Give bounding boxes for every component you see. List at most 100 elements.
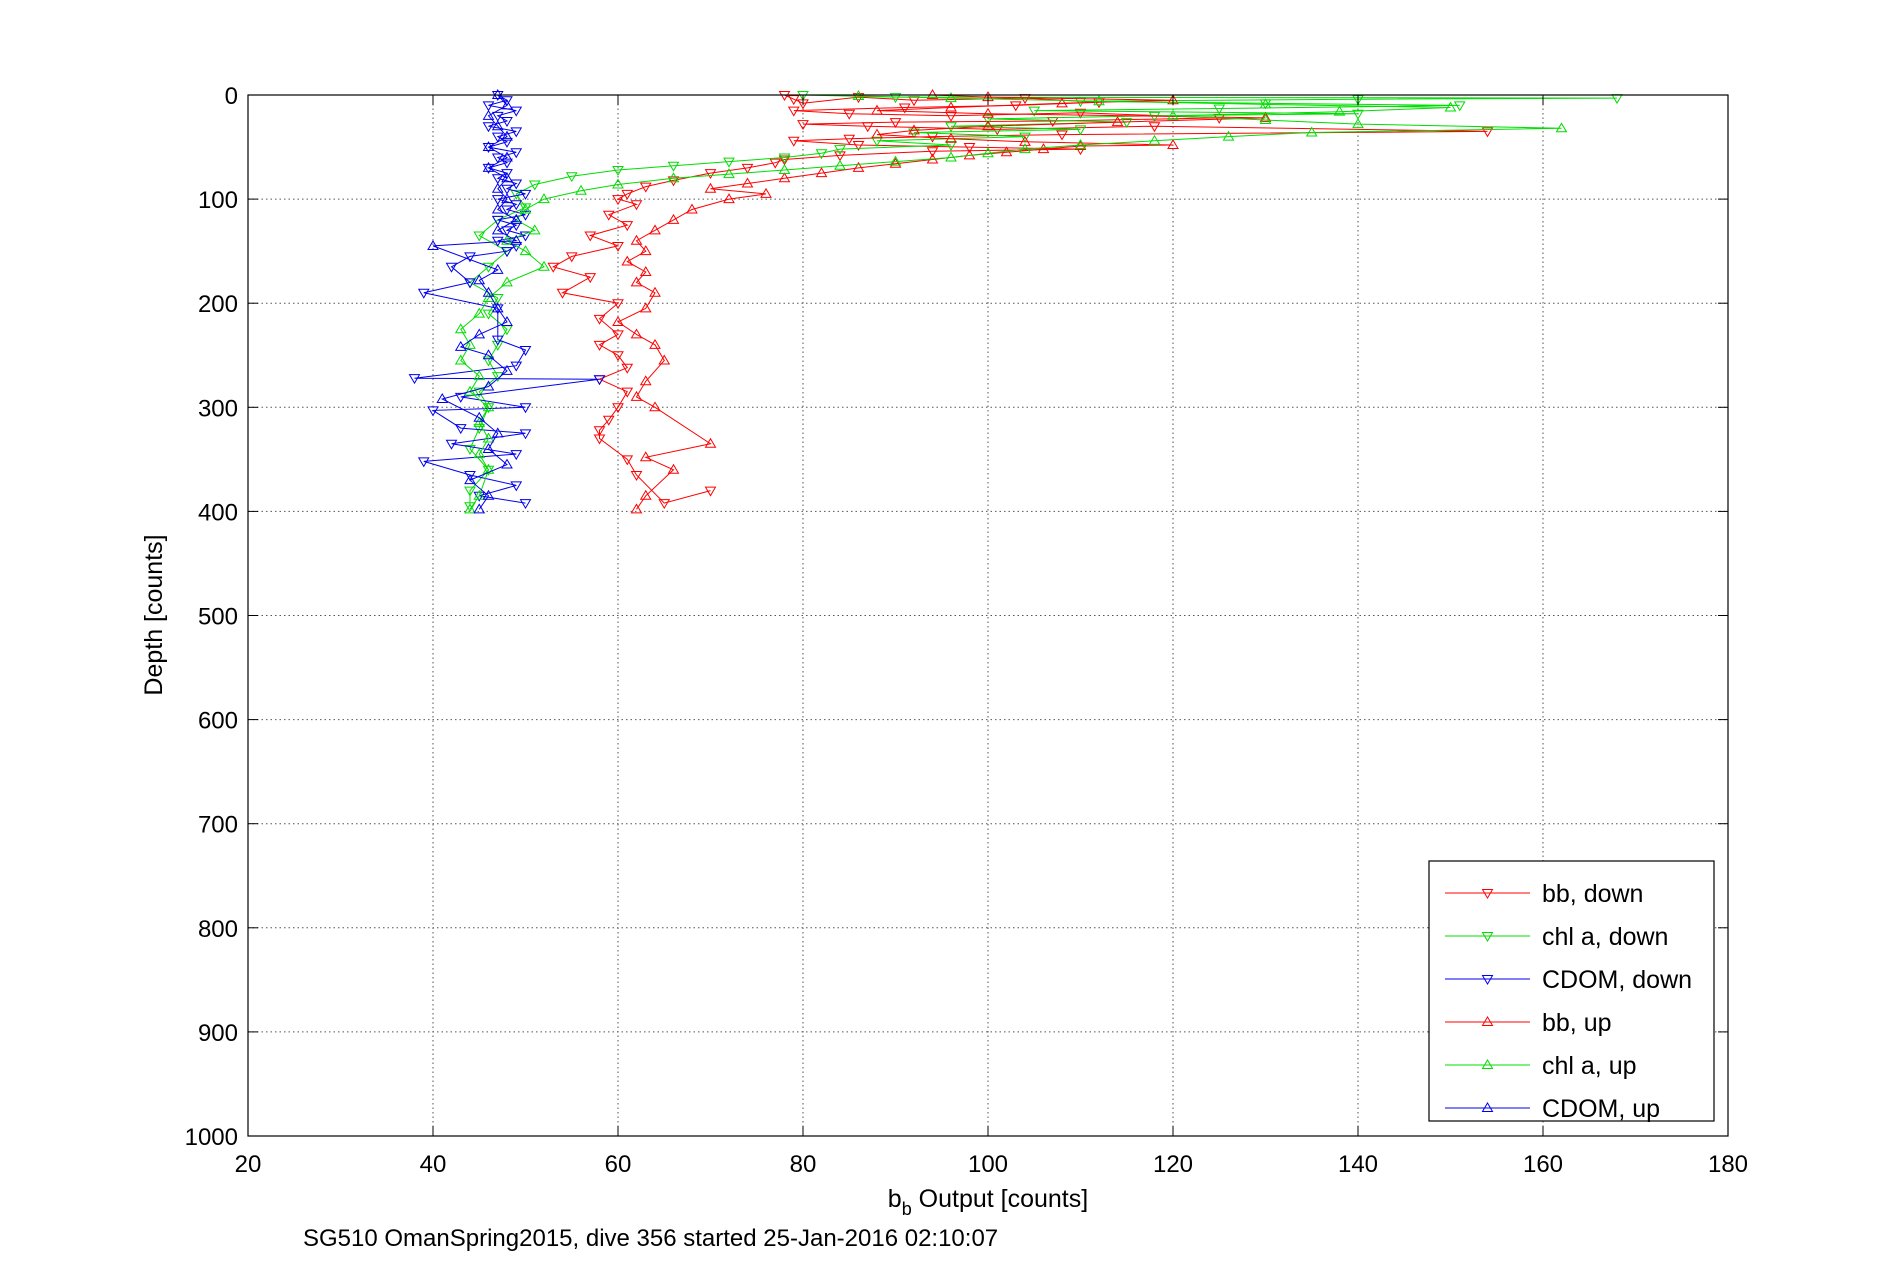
data-point xyxy=(797,120,809,131)
data-point xyxy=(519,203,532,214)
data-point xyxy=(639,375,652,386)
data-point xyxy=(621,455,634,466)
data-point xyxy=(593,434,606,445)
y-tick-label: 0 xyxy=(225,83,238,110)
data-point xyxy=(510,179,523,190)
data-point xyxy=(723,168,735,179)
data-point xyxy=(464,278,476,289)
data-point xyxy=(982,114,994,125)
data-point xyxy=(945,132,957,143)
series-layer xyxy=(408,89,1623,514)
data-point xyxy=(982,120,994,131)
data-point xyxy=(491,91,504,101)
data-point xyxy=(454,340,467,351)
data-point xyxy=(501,364,513,375)
data-point xyxy=(1074,97,1087,108)
data-point xyxy=(649,224,661,235)
data-point xyxy=(667,172,680,183)
data-point xyxy=(501,137,513,148)
data-point xyxy=(787,136,800,147)
data-point xyxy=(834,145,846,156)
data-point xyxy=(945,140,957,151)
data-point xyxy=(491,215,504,226)
data-point xyxy=(510,127,523,138)
data-point xyxy=(639,265,652,276)
data-point xyxy=(649,401,661,412)
data-point xyxy=(658,354,671,365)
data-point xyxy=(843,109,856,120)
data-point xyxy=(519,429,532,440)
data-point xyxy=(1120,118,1133,129)
data-point xyxy=(510,241,523,252)
data-point xyxy=(473,411,486,422)
data-point xyxy=(473,328,486,339)
legend-entry-bb-up: bb, up xyxy=(1445,1009,1612,1037)
data-point xyxy=(612,241,624,252)
data-point xyxy=(473,448,486,459)
data-point xyxy=(482,356,495,367)
data-point xyxy=(704,169,717,180)
data-point xyxy=(445,262,458,273)
data-point xyxy=(639,451,652,462)
data-point xyxy=(417,457,430,468)
data-point xyxy=(630,470,643,481)
data-point xyxy=(473,307,486,318)
data-point xyxy=(473,491,486,502)
legend-label: bb, down xyxy=(1542,880,1643,908)
data-point xyxy=(602,415,615,426)
ticks: 20 40 60 80 100 120 140 160 180 0 100 200 300 400 500 6… xyxy=(185,83,1748,1178)
data-point xyxy=(1074,138,1087,149)
data-point xyxy=(482,122,495,133)
caption: SG510 OmanSpring2015, dive 356 started 2… xyxy=(303,1225,998,1252)
data-point xyxy=(501,184,513,195)
data-point xyxy=(491,302,504,313)
data-point xyxy=(501,96,513,107)
legend-marker xyxy=(1481,932,1494,942)
data-point xyxy=(639,245,652,256)
data-point xyxy=(630,503,643,514)
data-point xyxy=(834,151,846,162)
data-point xyxy=(945,122,957,133)
data-point xyxy=(501,276,513,287)
data-point xyxy=(889,157,902,168)
data-point xyxy=(778,163,791,174)
y-tick-label: 700 xyxy=(198,812,238,839)
data-point xyxy=(491,132,504,143)
data-point xyxy=(491,111,504,122)
x-tick-label: 60 xyxy=(605,1151,632,1178)
data-point xyxy=(501,315,513,326)
data-point xyxy=(501,151,513,162)
data-point xyxy=(482,401,495,412)
data-point xyxy=(1167,109,1179,120)
data-point xyxy=(408,374,421,385)
data-point xyxy=(519,210,532,221)
x-tick-label: 100 xyxy=(968,1151,1008,1178)
data-point xyxy=(769,158,782,169)
legend-entry-chl-a-down: chl a, down xyxy=(1445,923,1668,951)
data-point xyxy=(482,489,495,500)
series-line xyxy=(432,94,519,510)
data-point xyxy=(547,262,560,273)
data-point xyxy=(482,109,495,120)
data-point xyxy=(501,169,513,180)
data-point xyxy=(491,340,504,351)
legend-label: bb, up xyxy=(1542,1009,1612,1037)
data-point xyxy=(482,380,495,391)
data-point xyxy=(510,481,523,492)
legend-marker xyxy=(1481,1102,1494,1112)
legend-label: chl a, down xyxy=(1542,923,1668,951)
data-point xyxy=(658,499,671,510)
data-point xyxy=(491,120,504,131)
data-point xyxy=(612,403,624,414)
data-point xyxy=(491,304,504,315)
data-point xyxy=(473,274,486,285)
data-point xyxy=(1074,108,1087,119)
data-point xyxy=(519,245,532,256)
data-point xyxy=(797,91,809,101)
data-point xyxy=(491,153,504,164)
legend-entry-cdom-up: CDOM, up xyxy=(1445,1095,1660,1123)
data-point xyxy=(612,299,624,310)
data-point xyxy=(519,189,532,200)
data-point xyxy=(528,224,541,235)
x-tick-label: 80 xyxy=(790,1151,817,1178)
